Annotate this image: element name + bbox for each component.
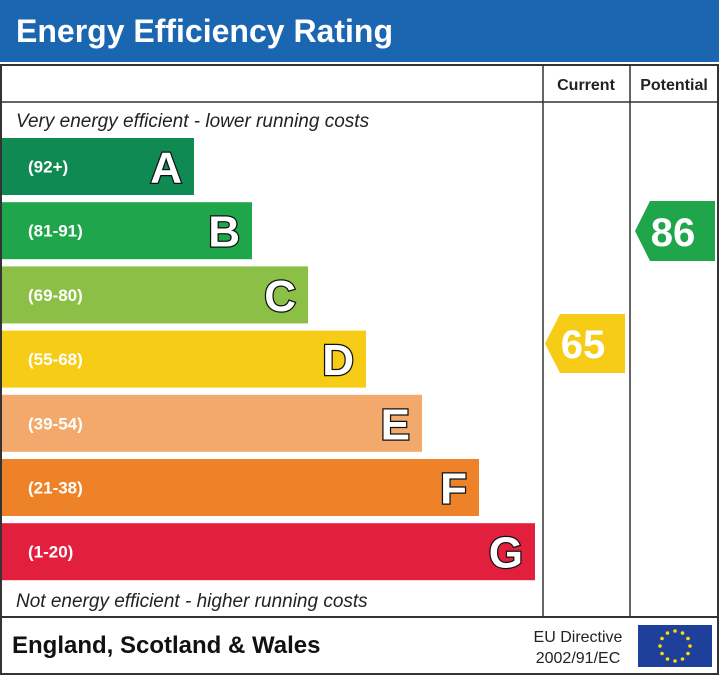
title-bar	[0, 0, 719, 62]
eu-star	[688, 644, 692, 648]
current-rating: 65	[545, 314, 625, 373]
band	[2, 523, 535, 581]
band	[2, 459, 479, 516]
band	[2, 202, 252, 260]
band-range: (1-20)	[28, 543, 73, 562]
band	[2, 330, 366, 388]
title: Energy Efficiency Rating	[16, 13, 393, 49]
eu-star	[673, 659, 677, 663]
current-arrow	[545, 314, 625, 373]
band	[2, 266, 308, 324]
band-letter: C	[264, 272, 296, 321]
band-range: (39-54)	[28, 414, 83, 433]
potential-value: 86	[651, 211, 696, 255]
band-range: (69-80)	[28, 286, 83, 305]
column-header: Potential	[640, 77, 708, 94]
bottom-note: Not energy efficient - higher running co…	[16, 591, 368, 612]
eu-star	[686, 636, 690, 641]
frame	[0, 64, 719, 675]
band-letter: B	[208, 208, 240, 257]
eu-star	[660, 636, 664, 641]
potential-arrow	[635, 201, 715, 261]
potential-rating: 86	[635, 201, 715, 261]
footer-directive: EU Directive	[534, 629, 623, 646]
top-note: Very energy efficient - lower running co…	[16, 111, 370, 132]
band-range: (92+)	[28, 158, 68, 177]
eu-star	[686, 651, 690, 656]
eu-star	[680, 657, 685, 661]
eu-star	[665, 631, 670, 635]
footer-directive: 2002/91/EC	[536, 650, 621, 667]
eu-star	[680, 631, 685, 635]
band-letter: A	[150, 144, 182, 193]
band-letter: E	[381, 400, 410, 449]
eu-star	[673, 629, 677, 633]
band-range: (81-91)	[28, 222, 83, 241]
band-letter: F	[440, 465, 467, 514]
eu-star	[660, 651, 664, 656]
footer-region: England, Scotland & Wales	[12, 632, 320, 659]
band	[2, 138, 194, 195]
band-letter: G	[489, 529, 523, 578]
column-header: Current	[557, 77, 615, 94]
band-range: (21-38)	[28, 479, 83, 498]
bands: (92+) A (81-91) B (69-80) C (55-68) D (39-54) E (2…	[2, 138, 535, 581]
eu-stars	[658, 629, 692, 663]
band	[2, 394, 422, 452]
current-value: 65	[561, 323, 606, 367]
band-range: (55-68)	[28, 350, 83, 369]
eu-star	[665, 657, 670, 661]
eu-star	[658, 644, 662, 648]
band-letter: D	[322, 336, 354, 385]
